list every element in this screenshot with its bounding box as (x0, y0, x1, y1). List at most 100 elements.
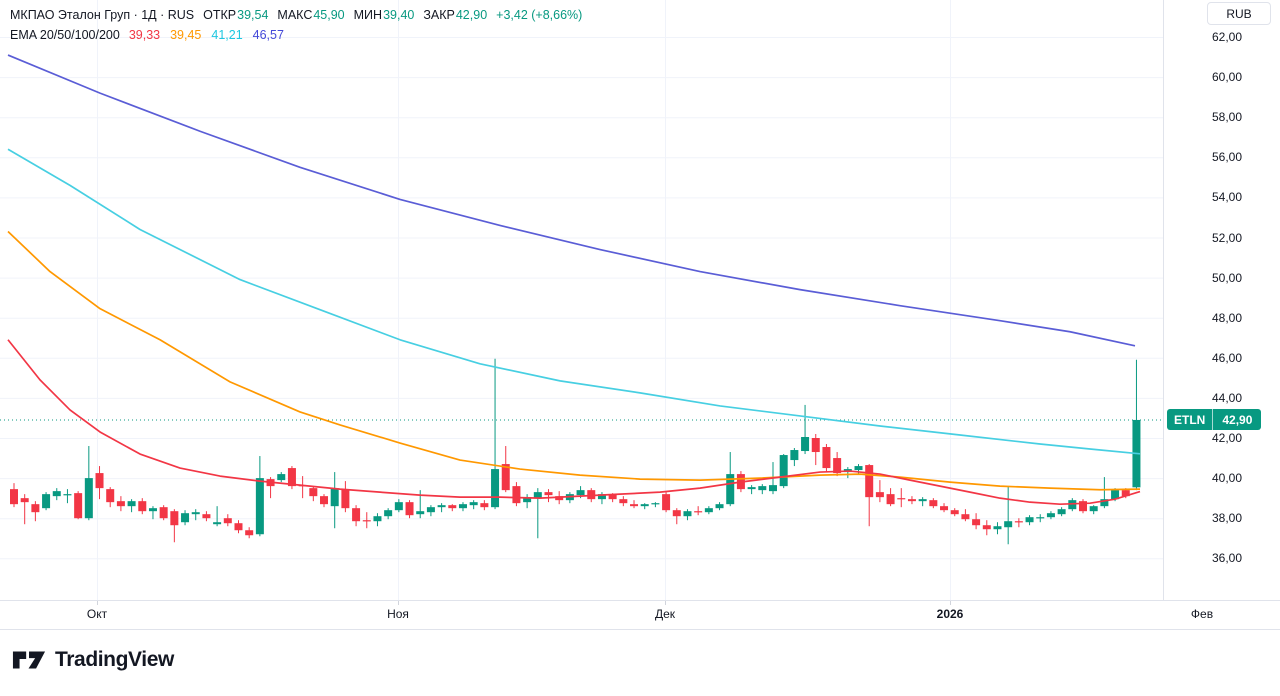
ema-values: 39,33 39,45 41,21 46,57 (129, 25, 284, 45)
candle-body (469, 502, 478, 506)
chart-legend: МКПАО Эталон Груп · 1Д · RUS ОТКР 39,54 М… (10, 5, 582, 45)
candle-body (993, 526, 1002, 530)
candle-body (416, 511, 425, 515)
candle-body (587, 490, 596, 500)
candle-body (181, 513, 190, 523)
candle-body (619, 499, 628, 504)
price-axis[interactable]: RUB 62,00 60,00 58,00 56,00 54,00 52,00 50,00 4… (1163, 0, 1280, 600)
candle-body (458, 504, 467, 509)
currency-button[interactable]: RUB (1207, 2, 1271, 25)
candle-body (597, 494, 606, 500)
candle-body (362, 520, 371, 522)
candle-body (768, 485, 777, 492)
price-tick-label: 54,00 (1212, 190, 1243, 205)
candle-body (875, 492, 884, 498)
candle-body (1089, 506, 1098, 512)
candle-body (683, 511, 692, 517)
ema-50-line (7, 230, 1141, 491)
candle-body (448, 505, 457, 509)
candle-body (320, 496, 329, 505)
ema50-value: 39,45 (170, 28, 202, 42)
candle-body (1100, 499, 1109, 507)
candle-body (961, 514, 970, 520)
candle-body (1121, 490, 1130, 497)
candle-body (426, 507, 435, 513)
price-tick-label: 58,00 (1212, 110, 1243, 125)
candle-body (940, 506, 949, 511)
price-tick-label: 38,00 (1212, 511, 1243, 526)
price-tick-label: 46,00 (1212, 350, 1243, 365)
price-change: +3,42 (+8,66%) (496, 8, 583, 22)
candle-body (148, 508, 157, 512)
candle-body (480, 503, 489, 508)
candle-body (116, 501, 125, 507)
candle-body (523, 497, 532, 503)
price-tick-label: 44,00 (1212, 390, 1243, 405)
tradingview-logo-text: TradingView (55, 648, 174, 671)
candle-body (84, 478, 93, 519)
price-pane[interactable] (0, 0, 1163, 600)
candle-body (972, 519, 981, 526)
candle-body (277, 474, 286, 481)
candle-body (1079, 501, 1087, 512)
candle-body (865, 465, 874, 498)
candle-body (1046, 513, 1055, 518)
stat-close: ЗАКР 42,90 (423, 8, 488, 22)
ema20-value: 39,33 (128, 28, 161, 42)
candle-body (779, 455, 788, 487)
badge-symbol: ETLN (1174, 412, 1206, 427)
ema-label[interactable]: EMA 20/50/100/200 (10, 28, 120, 42)
ema200-value: 46,57 (252, 28, 284, 42)
candle-body (918, 499, 927, 502)
candle-body (1025, 517, 1034, 523)
time-tick-mark (665, 601, 666, 605)
candle-body (127, 501, 136, 507)
candle-body (982, 525, 991, 530)
candle-body (833, 458, 842, 474)
badge-divider (1212, 409, 1214, 431)
price-tick-label: 56,00 (1212, 150, 1243, 165)
candle-body (255, 478, 264, 535)
candle-body (234, 523, 243, 531)
candle-body (512, 486, 521, 504)
ema100-value: 41,21 (211, 28, 243, 42)
candle-body (704, 508, 713, 513)
price-tick-label: 62,00 (1212, 30, 1243, 44)
symbol-legend-row: МКПАО Эталон Груп · 1Д · RUS ОТКР 39,54 М… (10, 5, 582, 25)
time-axis[interactable]: Окт Ноя Дек 2026 Фев (0, 600, 1280, 630)
stat-low: МИН 39,40 (353, 8, 415, 22)
tradingview-watermark[interactable]: TradingView (12, 646, 174, 674)
price-tick-label: 50,00 (1212, 270, 1243, 285)
price-tick-label: 40,00 (1212, 471, 1243, 486)
candle-body (929, 500, 938, 507)
candle-body (330, 488, 339, 507)
candle-body (640, 504, 649, 507)
candle-body (544, 492, 553, 496)
candle-body (213, 522, 222, 525)
time-tick-mark (950, 601, 951, 605)
candle-body (202, 514, 211, 519)
candle-body (533, 492, 542, 499)
symbol-title[interactable]: МКПАО Эталон Груп · 1Д · RUS (10, 8, 195, 22)
time-tick-label-Ноя: Ноя (387, 607, 409, 621)
last-price-badge[interactable]: ETLN 42,90 (1167, 409, 1262, 431)
candle-body (31, 504, 40, 513)
candle-body (106, 489, 115, 503)
candle-body (405, 502, 414, 516)
candle-body (63, 494, 72, 496)
candle-body (672, 510, 681, 517)
candle-body (801, 436, 810, 452)
tradingview-logo-icon (12, 651, 46, 669)
candle-body (555, 496, 564, 501)
time-tick-label-Окт: Окт (86, 607, 108, 621)
candle-body (437, 505, 446, 508)
candle-body (501, 464, 510, 491)
time-tick-label-2026: 2026 (936, 607, 964, 621)
price-tick-label: 52,00 (1212, 230, 1243, 245)
candle-body (1111, 490, 1120, 500)
price-tick-label: 60,00 (1212, 70, 1243, 85)
time-tick-mark (398, 601, 399, 605)
candle-body (608, 494, 617, 500)
candle-body (1036, 517, 1045, 519)
